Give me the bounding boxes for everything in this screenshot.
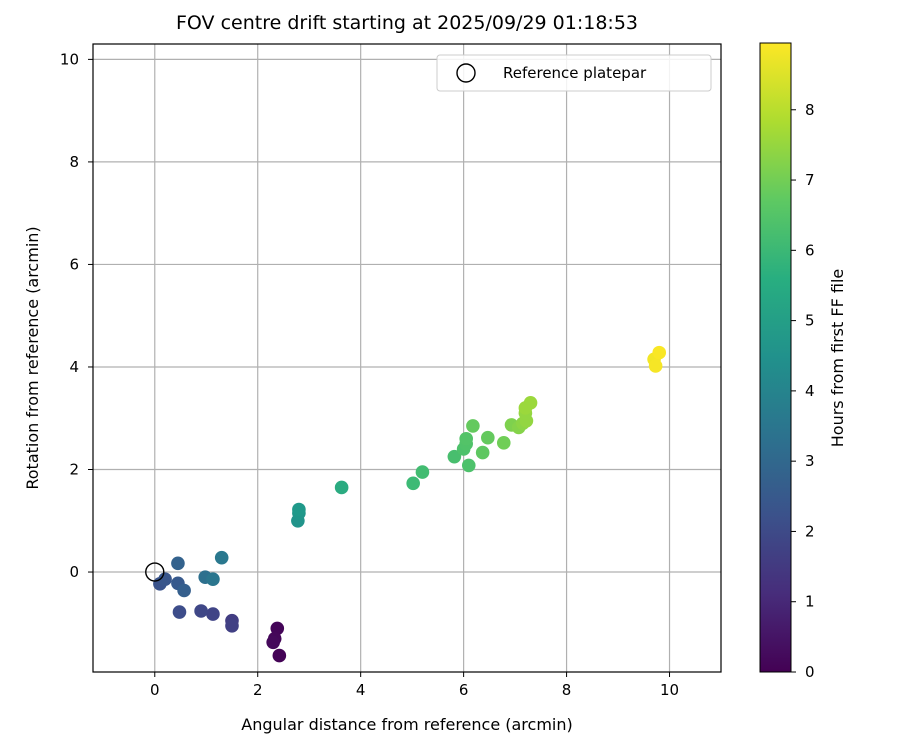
colorbar-tick-label: 8 bbox=[805, 101, 815, 119]
colorbar-tick-label: 1 bbox=[805, 593, 815, 611]
data-point bbox=[272, 648, 287, 663]
x-tick-label: 6 bbox=[459, 681, 469, 699]
x-tick-label: 0 bbox=[150, 681, 160, 699]
legend-label: Reference platepar bbox=[503, 64, 647, 82]
data-point bbox=[648, 359, 663, 373]
data-point bbox=[171, 556, 185, 571]
x-tick-label: 8 bbox=[562, 681, 572, 699]
colorbar-tick-label: 7 bbox=[805, 171, 815, 189]
data-points bbox=[153, 345, 667, 663]
data-point bbox=[481, 430, 495, 445]
data-point bbox=[225, 619, 239, 633]
x-tick-label: 10 bbox=[660, 681, 679, 699]
data-point bbox=[270, 621, 285, 636]
colorbar-tick-label: 5 bbox=[805, 312, 815, 330]
colorbar: 0 1 2 3 4 5 6 7 8 Hours from first FF file bbox=[759, 42, 847, 681]
x-tick-label: 4 bbox=[356, 681, 366, 699]
legend: Reference platepar bbox=[436, 54, 712, 92]
chart-title: FOV centre drift starting at 2025/09/29 … bbox=[176, 12, 638, 34]
x-axis-ticks: 0 2 4 6 8 10 bbox=[150, 672, 679, 699]
y-tick-label: 6 bbox=[69, 255, 79, 273]
data-point bbox=[292, 502, 306, 517]
reference-point bbox=[145, 562, 165, 582]
colorbar-gradient bbox=[759, 42, 792, 673]
data-point bbox=[496, 436, 511, 450]
data-point bbox=[523, 396, 538, 410]
data-point bbox=[206, 607, 220, 621]
x-tick-label: 2 bbox=[253, 681, 263, 699]
y-tick-label: 8 bbox=[69, 153, 79, 171]
colorbar-tick-label: 3 bbox=[805, 452, 815, 470]
plot-frame bbox=[92, 43, 722, 673]
y-tick-label: 2 bbox=[69, 461, 79, 479]
data-point bbox=[459, 431, 473, 446]
x-axis-title: Angular distance from reference (arcmin) bbox=[241, 715, 572, 734]
colorbar-label: Hours from first FF file bbox=[828, 269, 847, 448]
data-point bbox=[461, 458, 476, 473]
colorbar-tick-label: 0 bbox=[805, 663, 815, 681]
y-tick-label: 0 bbox=[69, 563, 79, 581]
colorbar-ticks: 0 1 2 3 4 5 6 7 8 bbox=[791, 101, 815, 681]
colorbar-tick-label: 4 bbox=[805, 382, 815, 400]
data-point bbox=[158, 572, 172, 587]
data-point bbox=[447, 449, 462, 464]
legend-marker bbox=[456, 63, 476, 83]
data-point bbox=[214, 550, 229, 565]
data-point bbox=[652, 345, 667, 360]
y-tick-label: 4 bbox=[69, 358, 79, 376]
data-point bbox=[406, 476, 420, 491]
data-point bbox=[415, 465, 430, 479]
y-axis-title: Rotation from reference (arcmin) bbox=[23, 226, 42, 489]
legend-box bbox=[436, 54, 712, 92]
data-point bbox=[266, 635, 280, 650]
reference-marker bbox=[145, 562, 165, 582]
data-point bbox=[206, 572, 220, 587]
data-point bbox=[194, 604, 208, 618]
colorbar-tick-label: 2 bbox=[805, 522, 815, 540]
data-point bbox=[172, 605, 187, 619]
colorbar-tick-label: 6 bbox=[805, 241, 815, 259]
y-axis-ticks: 0 2 4 6 8 10 bbox=[60, 50, 93, 581]
data-point bbox=[334, 480, 349, 495]
data-point bbox=[177, 583, 191, 598]
data-point bbox=[475, 445, 490, 460]
data-point bbox=[466, 419, 480, 433]
grid-lines bbox=[93, 44, 721, 672]
y-tick-label: 10 bbox=[60, 50, 79, 68]
